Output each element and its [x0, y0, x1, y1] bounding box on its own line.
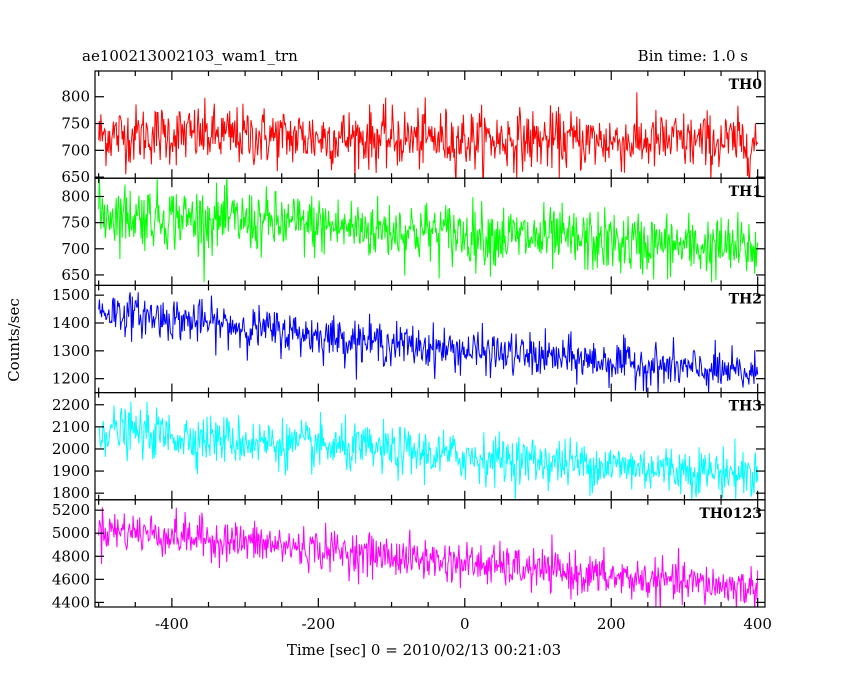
- y-tick-label: 4600: [52, 570, 90, 588]
- y-tick-label: 700: [61, 240, 90, 258]
- panel-label-th3: TH3: [729, 399, 762, 415]
- y-tick-label: 1400: [52, 314, 90, 332]
- y-axis-label: Counts/sec: [5, 298, 23, 382]
- y-tick-label: 1800: [52, 484, 90, 502]
- y-tick-label: 650: [61, 168, 90, 186]
- y-tick-label: 650: [61, 266, 90, 284]
- panel-label-th1: TH1: [729, 184, 762, 200]
- panel-label-th0123: TH0123: [699, 506, 762, 522]
- series-th0: [98, 92, 759, 179]
- series-th1: [98, 178, 759, 283]
- y-tick-label: 2100: [52, 418, 90, 436]
- panel-frame-th0123: [94, 499, 766, 608]
- panel-frame-th0: [94, 70, 766, 179]
- series-th2: [98, 292, 759, 393]
- bin-time-label: Bin time: 1.0 s: [638, 47, 748, 65]
- series-th3: [98, 401, 759, 500]
- y-tick-label: 4400: [52, 593, 90, 611]
- series-th0123: [98, 507, 759, 607]
- y-tick-label: 4800: [52, 547, 90, 565]
- y-tick-label: 2200: [52, 396, 90, 414]
- y-tick-label: 750: [61, 115, 90, 133]
- y-tick-label: 1300: [52, 342, 90, 360]
- chart-title: ae100213002103_wam1_trn: [82, 47, 298, 65]
- y-tick-label: 800: [61, 88, 90, 106]
- x-tick-label: -200: [301, 615, 335, 633]
- y-tick-label: 2000: [52, 440, 90, 458]
- x-tick-label: -400: [155, 615, 189, 633]
- panels-group: 650 700 750 800 TH0 650 700 750 800 TH1 1200 1300 14…: [52, 70, 772, 633]
- y-tick-label: 700: [61, 141, 90, 159]
- x-tick-label: 0: [460, 615, 470, 633]
- y-tick-label: 5000: [52, 524, 90, 542]
- y-tick-label: 1900: [52, 462, 90, 480]
- panel-label-th2: TH2: [729, 291, 762, 307]
- y-tick-label: 1200: [52, 370, 90, 388]
- x-tick-label: 400: [743, 615, 772, 633]
- y-tick-label: 1500: [52, 286, 90, 304]
- x-tick-label: 200: [597, 615, 626, 633]
- x-axis-label: Time [sec] 0 = 2010/02/13 00:21:03: [287, 641, 561, 659]
- panel-label-th0: TH0: [729, 77, 763, 93]
- y-tick-label: 5200: [52, 501, 90, 519]
- y-tick-label: 800: [61, 188, 90, 206]
- y-tick-label: 750: [61, 214, 90, 232]
